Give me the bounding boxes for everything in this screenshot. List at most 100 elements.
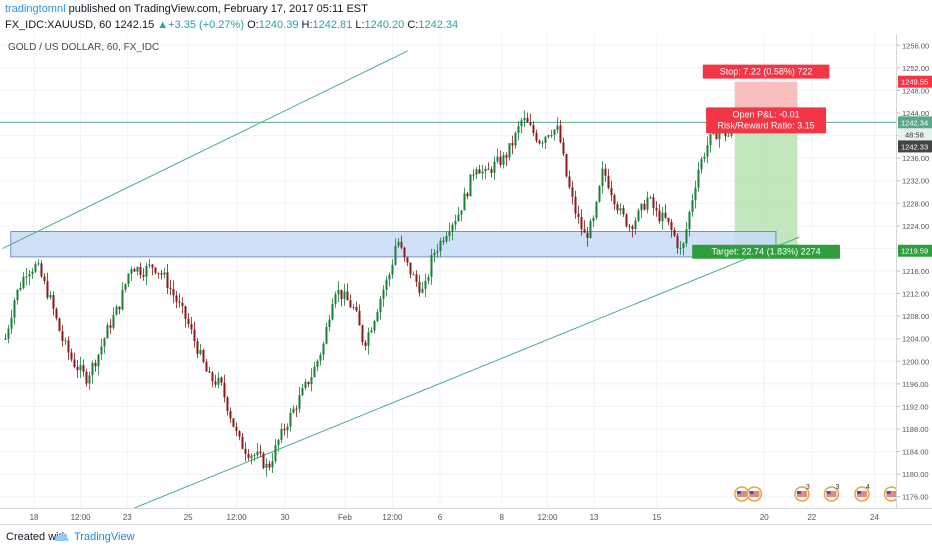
created-with-label: Created with: [6, 531, 68, 543]
flag-stripes: [796, 491, 807, 497]
flag-canton: [796, 491, 801, 494]
candle-body: [4, 338, 7, 340]
candle-body: [385, 279, 388, 290]
candle-body: [682, 243, 685, 248]
price-tag: 1219.59: [901, 247, 928, 256]
candle-body: [25, 276, 28, 278]
target-zone: [734, 122, 798, 251]
candle-body: [667, 217, 670, 223]
pnl-label: Open P&L: -0.01: [733, 109, 800, 119]
candle-body: [697, 169, 700, 188]
price-tag-bg: [898, 244, 932, 257]
candle-body: [265, 463, 268, 469]
candle-body: [130, 269, 133, 274]
candle-body: [400, 241, 403, 248]
candle-body: [700, 158, 703, 170]
candle-body: [76, 366, 79, 371]
price-tick-label: 1252.00: [902, 64, 929, 73]
price-axis[interactable]: 1256.001252.001248.001244.001240.001236.…: [896, 34, 932, 508]
flag-canton: [749, 491, 754, 494]
price-tag-bg: [898, 75, 932, 88]
candle-body: [520, 120, 523, 127]
low-value: 1240.20: [364, 19, 405, 31]
candle-body: [541, 142, 544, 144]
candle-body: [178, 301, 181, 303]
candle-body: [628, 226, 631, 228]
price-tick-label: 1188.00: [902, 425, 929, 434]
candle-body: [358, 310, 361, 326]
candle-body: [172, 289, 175, 296]
candle-body: [514, 132, 517, 146]
candle-body: [313, 366, 316, 378]
candle-body: [154, 267, 157, 273]
candle-body: [238, 431, 241, 437]
price-tick-label: 1228.00: [902, 199, 929, 208]
change-arrow-icon: ▲: [157, 19, 169, 31]
candle-body: [88, 375, 91, 384]
candle-body: [679, 247, 682, 249]
event-count: 3: [806, 484, 810, 491]
candle-body: [40, 263, 43, 277]
candle-body: [613, 195, 616, 205]
candle-body: [133, 269, 136, 272]
candle-body: [193, 329, 196, 342]
candle-body: [688, 211, 691, 230]
candle-body: [118, 306, 121, 310]
chart-pane[interactable]: Stop: 7.22 (0.58%) 722 Open P&L: -0.01 Ris…: [0, 34, 896, 508]
candle-body: [301, 387, 304, 396]
candle-body: [574, 196, 577, 214]
candle-body: [406, 257, 409, 263]
candle-body: [415, 274, 418, 282]
candle-body: [646, 197, 649, 210]
candle-body: [22, 276, 25, 288]
flag-canton: [736, 491, 741, 494]
high-label: H:: [301, 19, 313, 31]
price-chart[interactable]: Stop: 7.22 (0.58%) 722 Open P&L: -0.01Ris…: [0, 34, 896, 508]
symbol-label[interactable]: FX_IDC:XAUUSD, 60: [5, 19, 112, 31]
candle-body: [562, 142, 565, 155]
candle-body: [598, 186, 601, 202]
candle-body: [181, 302, 184, 307]
target-label-bg: [692, 244, 840, 259]
candle-body: [670, 222, 673, 230]
candle-body: [235, 426, 238, 432]
candle-body: [715, 130, 718, 140]
candle-body: [586, 232, 589, 238]
pane-title: GOLD / US DOLLAR, 60, FX_IDC: [8, 42, 160, 53]
price-tick-label: 1244.00: [902, 109, 929, 118]
price-tick-label: 1180.00: [902, 470, 929, 479]
candle-body: [52, 295, 55, 309]
candle-body: [142, 274, 145, 277]
time-axis[interactable]: 18 12:00 23 25 12:00 30 Feb 12:00 6 8 12:00 13 15 20 2…: [0, 508, 932, 524]
candle-body: [556, 125, 559, 130]
candle-body: [91, 362, 94, 376]
candle-body: [37, 263, 40, 265]
time-tag-bg: [898, 128, 932, 141]
candle-body: [532, 125, 535, 133]
candle-body: [58, 318, 61, 332]
chart-header: tradingtomnl published on TradingView.co…: [0, 0, 932, 34]
candle-body: [469, 174, 472, 197]
candle-body: [355, 307, 358, 311]
candle-body: [334, 294, 337, 304]
candle-body: [208, 371, 211, 373]
candle-body: [121, 289, 124, 310]
author-link[interactable]: tradingtomnl: [5, 3, 66, 15]
flag-stripes: [856, 491, 867, 497]
candle-body: [316, 360, 319, 367]
candle-body: [349, 300, 352, 308]
candle-body: [256, 451, 259, 456]
candle-body: [361, 325, 364, 343]
candle-body: [214, 381, 217, 385]
candle-body: [481, 171, 484, 174]
candle-body: [49, 295, 52, 298]
price-tick-label: 1200.00: [902, 357, 929, 366]
candle-body: [352, 307, 355, 309]
candle-body: [523, 118, 526, 121]
tradingview-brand[interactable]: TradingView: [74, 531, 135, 543]
candle-body: [388, 274, 391, 280]
candle-body: [229, 411, 232, 419]
time-axis-svg: 18 12:00 23 25 12:00 30 Feb 12:00 6 8 12:00 13 15 20 2…: [30, 513, 880, 522]
candle-body: [493, 161, 496, 173]
candle-body: [67, 340, 70, 353]
